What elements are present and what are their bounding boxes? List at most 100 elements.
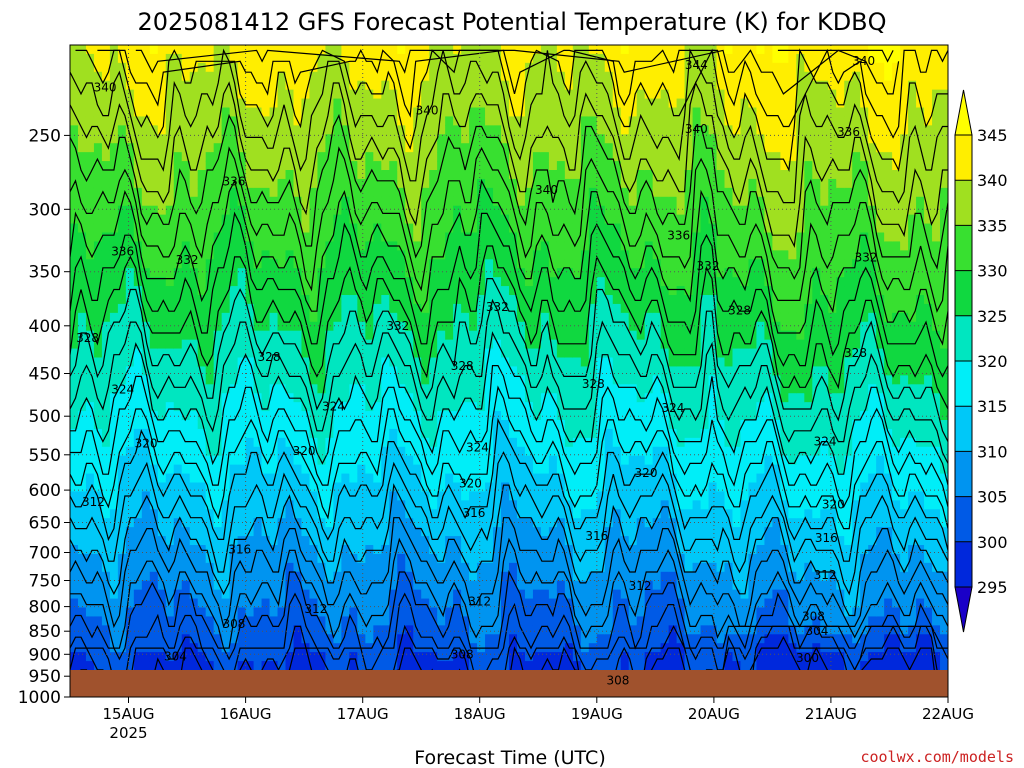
field-cell [85,259,95,269]
field-cell [245,509,255,519]
field-cell [301,384,311,394]
field-cell [365,393,374,403]
field-cell [540,330,550,341]
field-cell [85,661,95,670]
field-cell [548,652,558,662]
field-cell [596,116,606,126]
field-cell [548,536,558,546]
field-cell [253,241,263,251]
field-cell [277,562,287,573]
field-cell [532,402,542,412]
field-cell [293,589,303,600]
field-cell [317,321,327,332]
field-cell [197,214,207,225]
field-cell [205,545,215,555]
field-cell [365,509,374,519]
field-cell [117,303,127,314]
field-cell [389,366,398,376]
field-cell [253,286,263,296]
field-cell [413,286,422,296]
field-cell [205,500,215,510]
field-cell [357,259,366,269]
field-cell [381,482,390,493]
field-cell [237,152,247,162]
field-cell [93,446,103,457]
field-cell [516,446,526,457]
field-cell [197,303,207,314]
field-cell [253,312,263,323]
field-cell [213,187,223,198]
field-cell [604,143,614,153]
field-cell [604,241,614,251]
field-cell [421,616,430,626]
field-cell [461,232,470,243]
field-cell [101,402,111,412]
field-cell [469,393,478,403]
field-cell [181,321,191,332]
field-cell [564,143,574,153]
field-cell [277,277,287,287]
field-cell [564,482,574,493]
field-cell [181,170,191,180]
field-cell [301,80,311,91]
field-cell [341,196,350,207]
field-cell [373,375,382,385]
field-cell [564,303,574,314]
field-cell [509,232,518,243]
field-cell [205,286,215,296]
field-cell [540,250,550,260]
field-cell [620,89,630,100]
field-cell [628,45,638,55]
field-cell [349,455,358,466]
field-cell [540,589,550,600]
field-cell [429,509,438,519]
field-cell [229,45,239,55]
field-cell [532,411,542,421]
field-cell [229,295,239,305]
field-cell [365,553,374,564]
field-cell [477,545,486,555]
field-cell [357,134,366,144]
field-cell [493,339,502,350]
field-cell [277,196,287,207]
field-cell [349,143,358,153]
field-cell [604,553,614,564]
field-cell [572,455,582,466]
field-cell [461,455,470,466]
field-cell [405,170,414,180]
field-cell [429,598,438,609]
field-cell [516,80,526,91]
field-cell [109,295,119,305]
field-cell [556,241,566,251]
field-cell [181,509,191,519]
field-cell [149,214,159,225]
field-cell [421,232,430,243]
field-cell [357,312,366,323]
field-cell [285,553,295,564]
field-cell [77,464,87,475]
field-cell [301,553,311,564]
field-cell [109,366,119,376]
field-cell [397,562,406,573]
field-cell [612,589,622,600]
field-cell [509,411,518,421]
field-cell [253,62,263,73]
field-cell [245,277,255,287]
field-cell [373,232,382,243]
field-cell [485,571,494,582]
field-cell [237,536,247,546]
field-cell [70,428,79,439]
field-cell [509,455,518,466]
field-cell [117,62,127,73]
field-cell [261,393,271,403]
field-cell [612,134,622,144]
field-cell [556,259,566,269]
field-cell [317,161,327,171]
field-cell [181,455,191,466]
field-cell [540,98,550,109]
field-cell [461,598,470,609]
field-cell [189,125,199,135]
field-cell [277,178,287,189]
field-cell [429,420,438,430]
field-cell [77,187,87,198]
